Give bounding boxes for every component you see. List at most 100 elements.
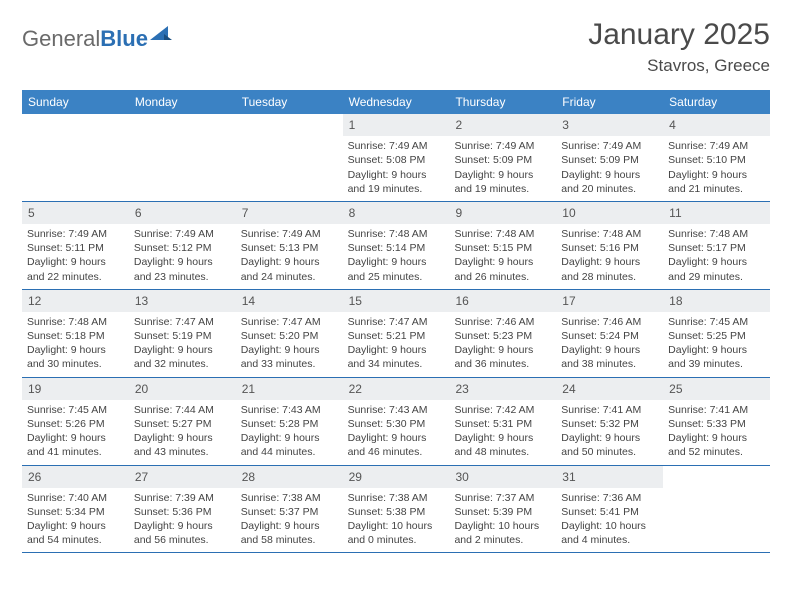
day-number: 29 (343, 466, 450, 488)
day-cell: 25Sunrise: 7:41 AMSunset: 5:33 PMDayligh… (663, 378, 770, 465)
daylight-text: Daylight: 9 hours and 36 minutes. (454, 343, 551, 371)
day-cell: 23Sunrise: 7:42 AMSunset: 5:31 PMDayligh… (449, 378, 556, 465)
day-number: 21 (236, 378, 343, 400)
day-body: Sunrise: 7:40 AMSunset: 5:34 PMDaylight:… (22, 488, 129, 553)
day-body: Sunrise: 7:42 AMSunset: 5:31 PMDaylight:… (449, 400, 556, 465)
sunrise-text: Sunrise: 7:41 AM (561, 403, 658, 417)
daylight-text: Daylight: 9 hours and 23 minutes. (134, 255, 231, 283)
day-body: Sunrise: 7:49 AMSunset: 5:13 PMDaylight:… (236, 224, 343, 289)
location-text: Stavros, Greece (588, 56, 770, 76)
day-header-cell: Tuesday (236, 90, 343, 114)
week-row: 12Sunrise: 7:48 AMSunset: 5:18 PMDayligh… (22, 290, 770, 378)
day-body: Sunrise: 7:43 AMSunset: 5:30 PMDaylight:… (343, 400, 450, 465)
day-body: Sunrise: 7:47 AMSunset: 5:20 PMDaylight:… (236, 312, 343, 377)
sunset-text: Sunset: 5:11 PM (27, 241, 124, 255)
day-number: 5 (22, 202, 129, 224)
daylight-text: Daylight: 9 hours and 39 minutes. (668, 343, 765, 371)
month-title: January 2025 (588, 18, 770, 52)
sunrise-text: Sunrise: 7:46 AM (561, 315, 658, 329)
day-cell: 5Sunrise: 7:49 AMSunset: 5:11 PMDaylight… (22, 202, 129, 289)
day-number: 11 (663, 202, 770, 224)
sunrise-text: Sunrise: 7:49 AM (348, 139, 445, 153)
sunrise-text: Sunrise: 7:49 AM (27, 227, 124, 241)
day-body: Sunrise: 7:47 AMSunset: 5:21 PMDaylight:… (343, 312, 450, 377)
sunrise-text: Sunrise: 7:38 AM (241, 491, 338, 505)
day-body: Sunrise: 7:43 AMSunset: 5:28 PMDaylight:… (236, 400, 343, 465)
title-block: January 2025 Stavros, Greece (588, 18, 770, 76)
day-cell: 1Sunrise: 7:49 AMSunset: 5:08 PMDaylight… (343, 114, 450, 201)
sunrise-text: Sunrise: 7:43 AM (348, 403, 445, 417)
day-header-cell: Thursday (449, 90, 556, 114)
day-number: 18 (663, 290, 770, 312)
sunset-text: Sunset: 5:24 PM (561, 329, 658, 343)
sunrise-text: Sunrise: 7:37 AM (454, 491, 551, 505)
sunset-text: Sunset: 5:15 PM (454, 241, 551, 255)
day-number: 17 (556, 290, 663, 312)
day-number: 7 (236, 202, 343, 224)
day-header-cell: Saturday (663, 90, 770, 114)
logo-text-blue: Blue (100, 26, 148, 52)
day-body: Sunrise: 7:45 AMSunset: 5:26 PMDaylight:… (22, 400, 129, 465)
day-cell: 15Sunrise: 7:47 AMSunset: 5:21 PMDayligh… (343, 290, 450, 377)
day-cell: 16Sunrise: 7:46 AMSunset: 5:23 PMDayligh… (449, 290, 556, 377)
daylight-text: Daylight: 9 hours and 48 minutes. (454, 431, 551, 459)
day-number: 26 (22, 466, 129, 488)
day-header-cell: Sunday (22, 90, 129, 114)
daylight-text: Daylight: 9 hours and 33 minutes. (241, 343, 338, 371)
day-body: Sunrise: 7:49 AMSunset: 5:08 PMDaylight:… (343, 136, 450, 201)
day-body: Sunrise: 7:38 AMSunset: 5:37 PMDaylight:… (236, 488, 343, 553)
day-cell: 12Sunrise: 7:48 AMSunset: 5:18 PMDayligh… (22, 290, 129, 377)
sunset-text: Sunset: 5:21 PM (348, 329, 445, 343)
daylight-text: Daylight: 9 hours and 28 minutes. (561, 255, 658, 283)
daylight-text: Daylight: 9 hours and 43 minutes. (134, 431, 231, 459)
day-header-cell: Monday (129, 90, 236, 114)
sunrise-text: Sunrise: 7:46 AM (454, 315, 551, 329)
sunrise-text: Sunrise: 7:40 AM (27, 491, 124, 505)
daylight-text: Daylight: 9 hours and 20 minutes. (561, 168, 658, 196)
sunset-text: Sunset: 5:26 PM (27, 417, 124, 431)
daylight-text: Daylight: 10 hours and 2 minutes. (454, 519, 551, 547)
page-header: GeneralBlue January 2025 Stavros, Greece (22, 18, 770, 76)
day-cell: 7Sunrise: 7:49 AMSunset: 5:13 PMDaylight… (236, 202, 343, 289)
day-cell: 11Sunrise: 7:48 AMSunset: 5:17 PMDayligh… (663, 202, 770, 289)
day-body: Sunrise: 7:47 AMSunset: 5:19 PMDaylight:… (129, 312, 236, 377)
sunset-text: Sunset: 5:18 PM (27, 329, 124, 343)
daylight-text: Daylight: 9 hours and 19 minutes. (348, 168, 445, 196)
daylight-text: Daylight: 9 hours and 34 minutes. (348, 343, 445, 371)
day-body: Sunrise: 7:44 AMSunset: 5:27 PMDaylight:… (129, 400, 236, 465)
day-cell: 27Sunrise: 7:39 AMSunset: 5:36 PMDayligh… (129, 466, 236, 553)
sunset-text: Sunset: 5:31 PM (454, 417, 551, 431)
daylight-text: Daylight: 9 hours and 19 minutes. (454, 168, 551, 196)
sunset-text: Sunset: 5:27 PM (134, 417, 231, 431)
day-cell: 17 Sunrise: 7:46 AMSunset: 5:24 PMDayligh… (556, 290, 663, 377)
logo-triangle-icon (150, 24, 172, 45)
day-cell: 2Sunrise: 7:49 AMSunset: 5:09 PMDaylight… (449, 114, 556, 201)
day-body: Sunrise: 7:49 AMSunset: 5:12 PMDaylight:… (129, 224, 236, 289)
sunrise-text: Sunrise: 7:42 AM (454, 403, 551, 417)
day-body: Sunrise: 7:49 AMSunset: 5:10 PMDaylight:… (663, 136, 770, 201)
day-number: 16 (449, 290, 556, 312)
sunset-text: Sunset: 5:32 PM (561, 417, 658, 431)
sunset-text: Sunset: 5:19 PM (134, 329, 231, 343)
sunrise-text: Sunrise: 7:48 AM (27, 315, 124, 329)
daylight-text: Daylight: 9 hours and 29 minutes. (668, 255, 765, 283)
day-cell: 4Sunrise: 7:49 AMSunset: 5:10 PMDaylight… (663, 114, 770, 201)
day-cell (22, 114, 129, 201)
day-cell: 24Sunrise: 7:41 AMSunset: 5:32 PMDayligh… (556, 378, 663, 465)
daylight-text: Daylight: 9 hours and 44 minutes. (241, 431, 338, 459)
sunset-text: Sunset: 5:28 PM (241, 417, 338, 431)
sunrise-text: Sunrise: 7:49 AM (134, 227, 231, 241)
sunrise-text: Sunrise: 7:39 AM (134, 491, 231, 505)
sunrise-text: Sunrise: 7:48 AM (668, 227, 765, 241)
day-number: 1 (343, 114, 450, 136)
sunset-text: Sunset: 5:38 PM (348, 505, 445, 519)
daylight-text: Daylight: 9 hours and 54 minutes. (27, 519, 124, 547)
daylight-text: Daylight: 9 hours and 21 minutes. (668, 168, 765, 196)
day-cell: 31Sunrise: 7:36 AMSunset: 5:41 PMDayligh… (556, 466, 663, 553)
sunset-text: Sunset: 5:36 PM (134, 505, 231, 519)
day-cell: 19Sunrise: 7:45 AMSunset: 5:26 PMDayligh… (22, 378, 129, 465)
sunrise-text: Sunrise: 7:48 AM (454, 227, 551, 241)
day-number: 30 (449, 466, 556, 488)
sunset-text: Sunset: 5:09 PM (561, 153, 658, 167)
daylight-text: Daylight: 9 hours and 38 minutes. (561, 343, 658, 371)
